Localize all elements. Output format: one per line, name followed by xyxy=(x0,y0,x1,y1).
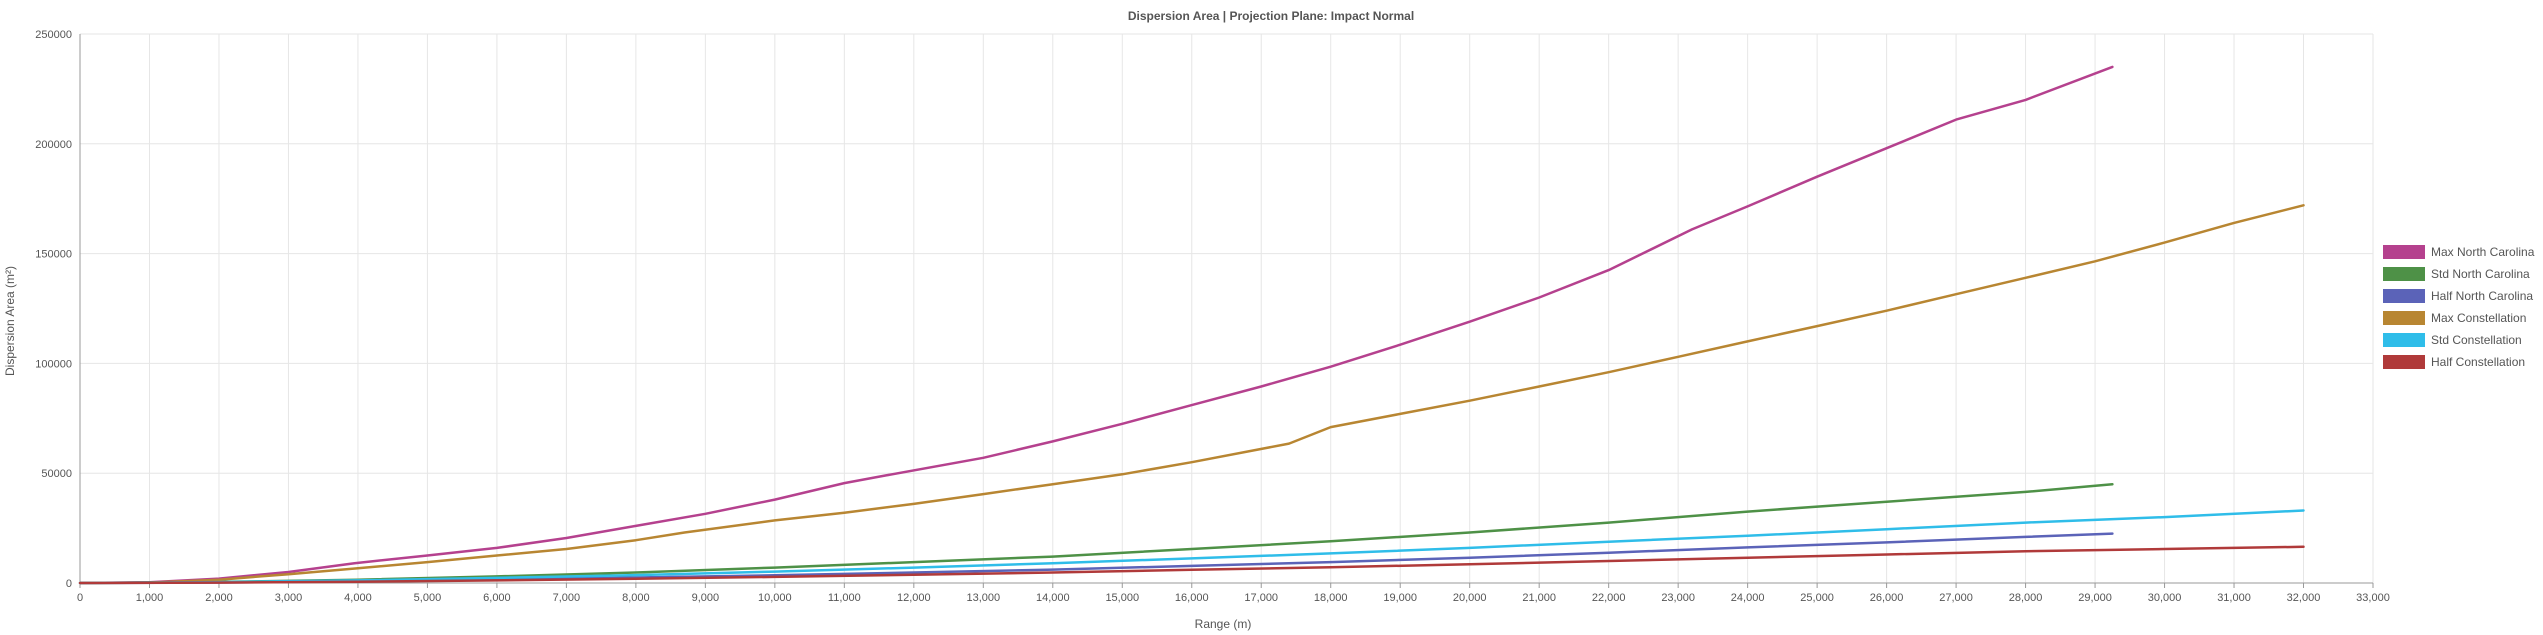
x-tick-label: 29,000 xyxy=(2078,592,2112,604)
legend-swatch xyxy=(2383,245,2425,259)
series-line-half-north-carolina xyxy=(78,532,2114,585)
y-tick-label: 250000 xyxy=(35,29,72,41)
x-tick-label: 4,000 xyxy=(344,592,372,604)
chart-title: Dispersion Area | Projection Plane: Impa… xyxy=(1128,9,1414,23)
legend-swatch xyxy=(2383,267,2425,281)
x-tick-label: 20,000 xyxy=(1453,592,1487,604)
axes: 0 1,000 2,000 3,000 4,000 5,000 6,000 7,000 8,00… xyxy=(35,29,2390,604)
x-tick-label: 5,000 xyxy=(414,592,442,604)
x-tick-label: 19,000 xyxy=(1383,592,1417,604)
x-tick-label: 13,000 xyxy=(966,592,1000,604)
legend-swatch xyxy=(2383,333,2425,347)
x-tick-label: 24,000 xyxy=(1731,592,1765,604)
x-tick-label: 31,000 xyxy=(2217,592,2251,604)
x-tick-label: 7,000 xyxy=(553,592,581,604)
gridlines xyxy=(79,33,2374,584)
x-tick-label: 17,000 xyxy=(1244,592,1278,604)
legend-label: Half Constellation xyxy=(2431,355,2525,369)
series-line-max-north-carolina xyxy=(78,65,2114,585)
legend-swatch xyxy=(2383,289,2425,303)
x-tick-label: 10,000 xyxy=(758,592,792,604)
x-tick-label: 28,000 xyxy=(2009,592,2043,604)
x-tick-label: 12,000 xyxy=(897,592,931,604)
x-tick-label: 16,000 xyxy=(1175,592,1209,604)
legend: Max North Carolina Std North Carolina Half… xyxy=(2383,245,2535,369)
x-tick-label: 0 xyxy=(77,592,83,604)
x-tick-label: 2,000 xyxy=(205,592,233,604)
x-tick-label: 14,000 xyxy=(1036,592,1070,604)
y-tick-label: 200000 xyxy=(35,139,72,151)
x-tick-label: 25,000 xyxy=(1800,592,1834,604)
x-tick-label: 11,000 xyxy=(828,592,861,604)
x-tick-label: 15,000 xyxy=(1105,592,1139,604)
y-tick-label: 0 xyxy=(66,578,72,590)
series-line-half-constellation xyxy=(78,545,2305,585)
x-tick-label: 1,000 xyxy=(136,592,164,604)
x-tick-label: 21,000 xyxy=(1522,592,1556,604)
series-lines xyxy=(78,65,2305,585)
x-tick-label: 18,000 xyxy=(1314,592,1348,604)
x-tick-label: 9,000 xyxy=(692,592,720,604)
series-line-std-constellation xyxy=(78,509,2305,585)
legend-label: Std Constellation xyxy=(2431,333,2522,347)
x-tick-label: 30,000 xyxy=(2148,592,2182,604)
x-tick-label: 3,000 xyxy=(275,592,303,604)
x-tick-label: 33,000 xyxy=(2356,592,2390,604)
legend-label: Half North Carolina xyxy=(2431,289,2533,303)
legend-label: Max North Carolina xyxy=(2431,245,2535,259)
legend-label: Std North Carolina xyxy=(2431,267,2530,281)
y-tick-label: 150000 xyxy=(35,249,72,261)
x-tick-label: 22,000 xyxy=(1592,592,1626,604)
y-tick-label: 50000 xyxy=(41,468,72,480)
legend-label: Max Constellation xyxy=(2431,311,2526,325)
x-tick-label: 32,000 xyxy=(2287,592,2321,604)
x-tick-label: 6,000 xyxy=(483,592,511,604)
x-tick-label: 27,000 xyxy=(1939,592,1973,604)
series-line-max-constellation xyxy=(78,204,2305,585)
legend-swatch xyxy=(2383,355,2425,369)
x-axis-label: Range (m) xyxy=(1195,617,1252,631)
x-tick-label: 23,000 xyxy=(1661,592,1695,604)
y-tick-label: 100000 xyxy=(35,358,72,370)
x-tick-label: 8,000 xyxy=(622,592,650,604)
legend-swatch xyxy=(2383,311,2425,325)
x-tick-label: 26,000 xyxy=(1870,592,1904,604)
y-axis-label: Dispersion Area (m²) xyxy=(3,266,17,376)
